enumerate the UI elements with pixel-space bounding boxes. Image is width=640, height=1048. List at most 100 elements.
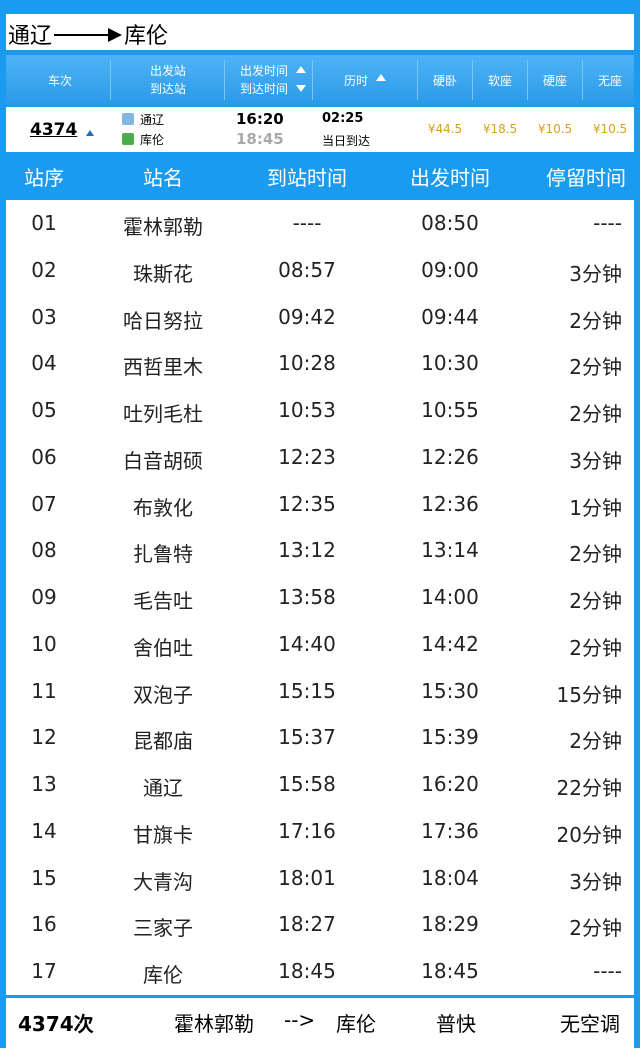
table-cell: 03 [31,304,57,329]
sort-icon [376,74,386,81]
sort-icon [86,130,94,136]
table-cell: 3分钟 [569,448,622,473]
table-cell: 2分钟 [569,308,622,333]
header-seat: 无座 [597,74,623,88]
header-divider [582,60,583,100]
table-cell: 17 [31,959,57,983]
table-cell: 1分钟 [569,495,622,520]
table-cell: 13:14 [421,538,479,563]
header-divider [472,60,473,100]
depart-time: 16:20 [236,110,284,128]
table-cell: 2分钟 [569,589,622,613]
header-divider [110,60,111,100]
table-cell: 13:58 [278,585,336,609]
table-cell: 15 [31,865,57,890]
table-cell: 吐列毛杜 [123,402,203,426]
table-cell: 10 [31,631,57,656]
header-divider [312,60,313,100]
table-cell: 3分钟 [569,869,622,894]
table-cell: 2分钟 [569,542,622,567]
table-cell: 08:57 [278,257,336,282]
footer [6,998,634,1048]
table-cell: 甘旗卡 [133,822,193,847]
table-cell: 01 [31,211,57,235]
table-cell: 17:16 [278,818,336,843]
table-cell: 15:30 [421,678,479,703]
table-cell: 09:42 [278,304,336,329]
table-cell: 12:36 [421,491,479,516]
table-cell: 昆都庙 [133,729,193,754]
table-cell: 大青沟 [133,869,193,894]
header-depart-time: 出发时间 [239,64,289,78]
footer-route-to: 库伦 [336,1012,376,1036]
title-to: 库伦 [124,24,169,49]
table-cell: 18:27 [278,912,336,937]
table-cell: 12:35 [278,491,336,516]
table-cell: 02 [31,257,57,282]
table-cell: 14:00 [421,585,479,609]
list-header [6,55,634,105]
table-cell: 2分钟 [569,635,622,660]
table-cell: 哈日努拉 [123,308,203,333]
price: ¥10.5 [537,122,573,136]
header-from-station: 出发站 [149,64,187,78]
header-divider [417,60,418,100]
table-cell: 双泡子 [133,682,193,707]
table-header [0,152,640,200]
table-cell: 05 [31,398,57,422]
header-seat: 硬卧 [432,74,458,88]
table-cell: ---- [292,211,322,235]
table-cell: 舍伯吐 [133,635,193,660]
table-cell: 22分钟 [556,776,622,800]
table-cell: 15:15 [278,678,336,703]
table-cell: 12:26 [421,444,479,469]
table-cell: 12:23 [278,444,336,469]
table-cell: 04 [31,351,57,376]
table-cell: 11 [31,678,57,703]
footer-class: 普快 [436,1012,476,1036]
header-seat: 软座 [487,74,513,88]
table-cell: 霍林郭勒 [123,215,203,239]
table-cell: 16 [31,912,57,937]
table-cell: 3分钟 [569,261,622,286]
table-cell: 16:20 [421,772,479,796]
table-cell: 18:29 [421,912,479,937]
table-cell: 15:39 [421,725,479,750]
table-cell: 09:44 [421,304,479,329]
header-seat: 硬座 [542,74,568,88]
sort-icon [296,85,306,92]
table-cell: 13:12 [278,538,336,563]
footer-route-from: 霍林郭勒 [174,1012,254,1036]
column-header: 站名 [143,166,183,190]
sort-icon [296,66,306,73]
train-info-row [6,107,634,152]
footer-ac: 无空调 [560,1012,620,1036]
table-cell: 08 [31,538,57,563]
column-header: 停留时间 [546,166,626,190]
table-cell: 09 [31,585,57,609]
table-cell: 18:01 [278,865,336,890]
train-number: 4374 [30,120,78,140]
duration: 02:25 [322,111,364,126]
table-cell: 14:40 [278,631,336,656]
table-cell: 15:58 [278,772,336,796]
header-arrive-time: 到达时间 [239,82,289,96]
column-header: 站序 [24,166,64,190]
title-arrow [54,34,110,36]
arrive-time: 18:45 [236,130,284,148]
header-divider [224,60,225,100]
end-icon [122,133,134,145]
table-cell: 18:04 [421,865,479,890]
table-cell: 2分钟 [569,355,622,380]
table-cell: 三家子 [133,916,193,941]
header-divider [527,60,528,100]
train-to: 库伦 [140,133,165,147]
table-cell: 库伦 [143,963,183,987]
column-header: 出发时间 [410,166,490,190]
table-cell: 13 [31,772,57,796]
table-cell: ---- [593,959,622,983]
table-cell: 06 [31,444,57,469]
start-icon [122,113,134,125]
header-to-station: 到达站 [149,82,187,96]
